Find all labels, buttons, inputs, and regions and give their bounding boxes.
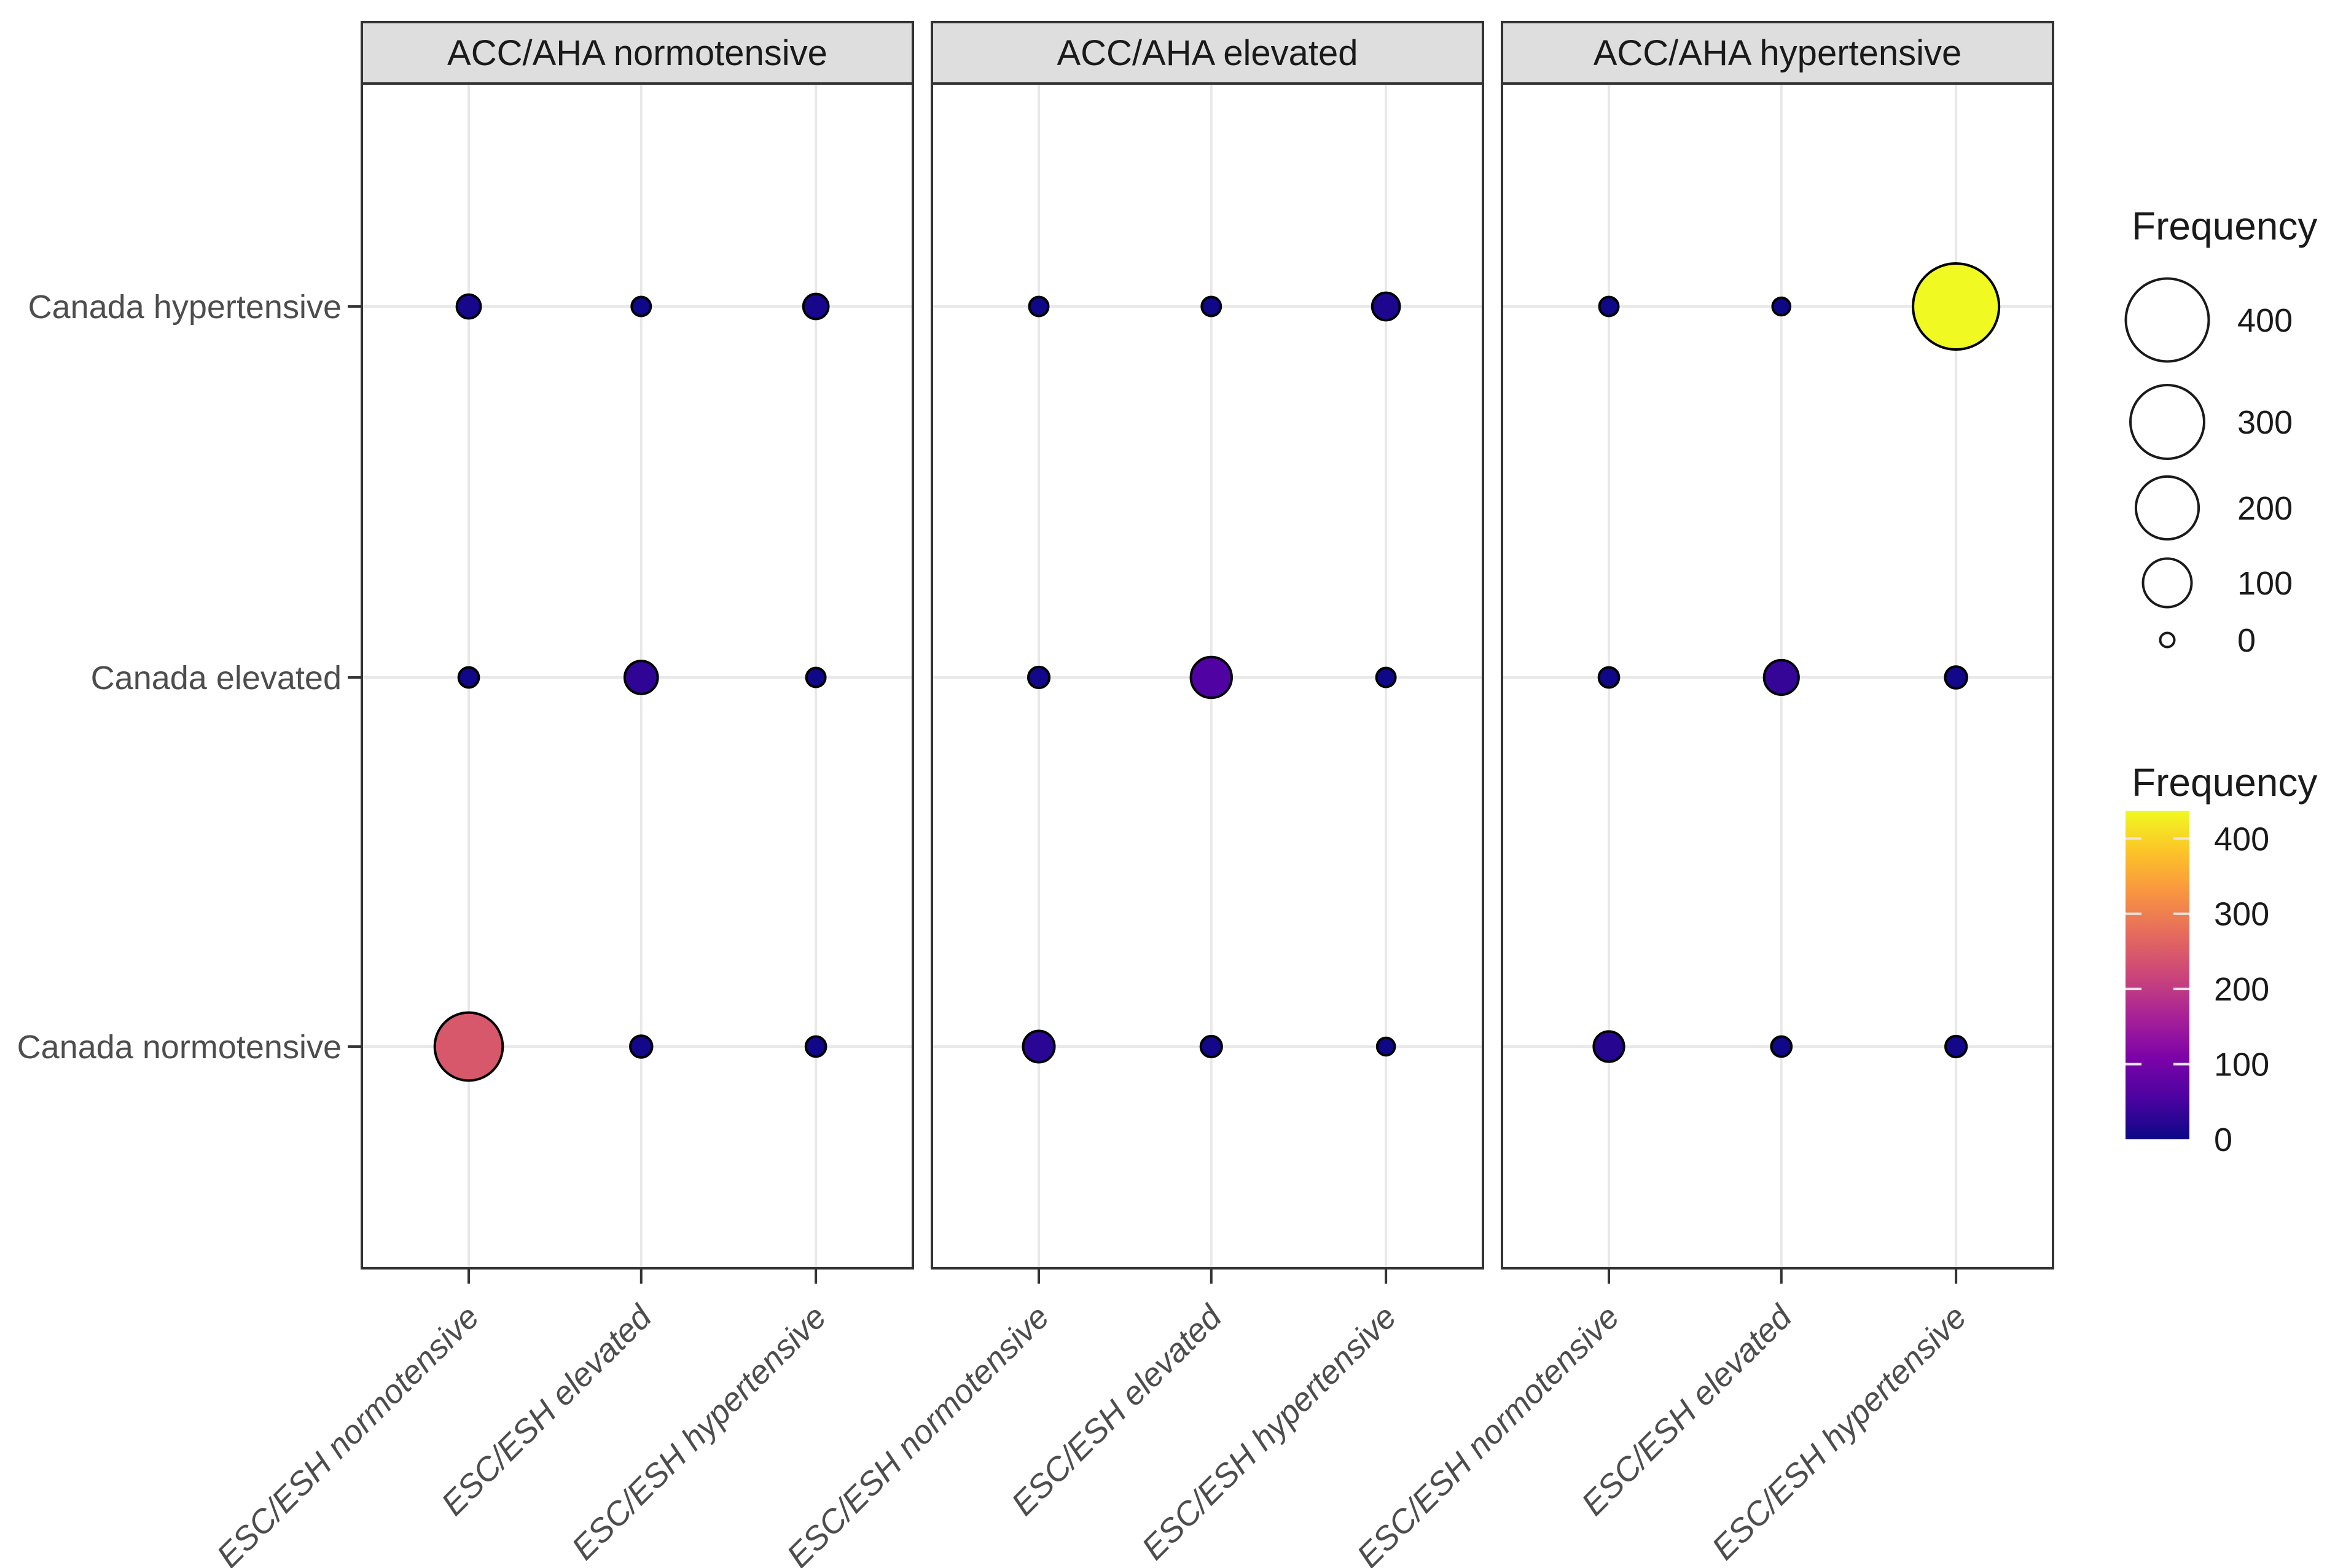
data-dot bbox=[1597, 666, 1621, 689]
color-legend-tick-label: 200 bbox=[2214, 971, 2269, 1008]
facet-panel: ACC/AHA normotensive ESC/ESH normotensive… bbox=[210, 21, 914, 1568]
size-legend-tick-label: 0 bbox=[2237, 622, 2256, 659]
data-dot bbox=[1770, 1035, 1793, 1058]
data-dot bbox=[1199, 1034, 1223, 1059]
facet-strip bbox=[361, 21, 914, 85]
size-legend-tick-label: 400 bbox=[2237, 302, 2293, 339]
size-legend-circle bbox=[2134, 475, 2200, 541]
size-legend: Frequency 400 300 200 100 0 bbox=[2124, 204, 2317, 659]
data-dot bbox=[1375, 666, 1397, 688]
data-dot bbox=[1912, 262, 2001, 351]
size-legend-tick-label: 200 bbox=[2237, 490, 2293, 527]
y-axis: Canada hypertensive Canada elevated Canada… bbox=[17, 289, 362, 1066]
data-dot bbox=[629, 1034, 654, 1059]
data-dot bbox=[457, 666, 480, 689]
facet-panels: ACC/AHA normotensive ESC/ESH normotensive… bbox=[210, 21, 2054, 1568]
data-dot bbox=[1200, 295, 1222, 318]
facet-strip bbox=[931, 21, 1484, 85]
data-dot bbox=[433, 1011, 504, 1082]
size-legend-circle bbox=[2141, 557, 2193, 609]
data-dot bbox=[1762, 658, 1800, 696]
y-axis-label: Canada hypertensive bbox=[28, 289, 342, 326]
panel-border bbox=[1501, 82, 2054, 1270]
data-dot bbox=[630, 295, 652, 318]
size-legend-circle bbox=[2159, 631, 2176, 649]
data-dot bbox=[1028, 295, 1050, 318]
data-dot bbox=[1189, 655, 1233, 700]
color-legend-title: Frequency bbox=[2132, 760, 2317, 805]
size-legend-tick-label: 300 bbox=[2237, 404, 2293, 441]
data-dot bbox=[1944, 1034, 1968, 1059]
data-dot bbox=[1022, 1029, 1056, 1064]
facet-strip-title: ACC/AHA hypertensive bbox=[1594, 33, 1962, 73]
panel-border bbox=[361, 82, 914, 1270]
color-legend-tick-label: 300 bbox=[2214, 896, 2269, 933]
data-dot bbox=[623, 660, 659, 695]
data-dot bbox=[1598, 295, 1620, 318]
size-legend-title: Frequency bbox=[2132, 204, 2317, 248]
y-axis-label: Canada normotensive bbox=[17, 1029, 342, 1066]
data-dot bbox=[805, 666, 827, 688]
colorbar bbox=[2126, 811, 2189, 1139]
data-dot bbox=[1592, 1030, 1625, 1063]
color-legend: Frequency 400 300 200 100 0 bbox=[2126, 760, 2317, 1158]
data-dot bbox=[1371, 291, 1401, 322]
x-axis-label: ESC/ESH normotensive bbox=[210, 1298, 487, 1568]
x-axis-label: ESC/ESH normotensive bbox=[780, 1298, 1057, 1568]
size-legend-circle bbox=[2124, 277, 2210, 363]
size-legend-tick-label: 100 bbox=[2237, 565, 2293, 602]
panel-border bbox=[931, 82, 1484, 1270]
color-legend-tick-label: 0 bbox=[2214, 1121, 2232, 1158]
y-axis-label: Canada elevated bbox=[91, 660, 342, 696]
data-dot bbox=[804, 1035, 827, 1058]
facet-strip-title: ACC/AHA elevated bbox=[1057, 33, 1358, 73]
data-dot bbox=[1027, 665, 1051, 690]
data-dot bbox=[455, 293, 482, 320]
color-legend-tick-label: 100 bbox=[2214, 1047, 2269, 1083]
color-legend-tick-label: 400 bbox=[2214, 821, 2269, 857]
data-dot bbox=[1771, 296, 1792, 317]
facet-strip-title: ACC/AHA normotensive bbox=[447, 33, 827, 73]
data-dot bbox=[1375, 1036, 1396, 1057]
data-dot bbox=[1944, 665, 1968, 690]
x-axis-label: ESC/ESH normotensive bbox=[1350, 1298, 1627, 1568]
data-dot bbox=[802, 292, 830, 321]
size-legend-circle bbox=[2129, 384, 2205, 460]
